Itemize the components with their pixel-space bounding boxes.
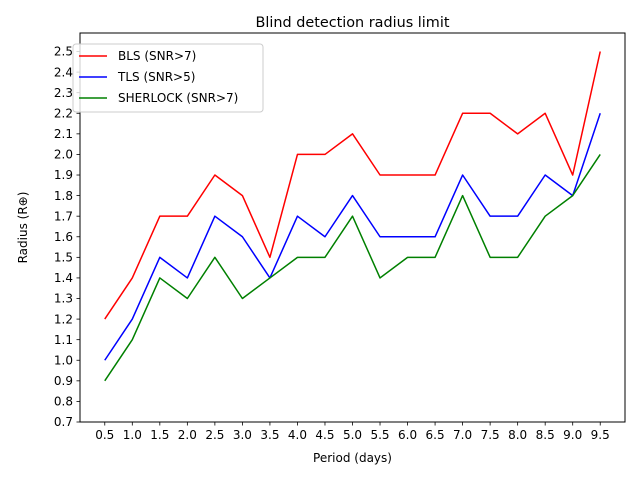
x-axis-label: Period (days) <box>313 451 392 465</box>
series-layer <box>104 51 601 382</box>
y-axis: 0.7 0.8 0.9 1.0 1.1 1.2 1.3 1.4 1.5 1.6 1.7 1.8 1.9 2… <box>54 45 80 429</box>
y-tick-label: 2.1 <box>54 127 73 141</box>
x-tick-label: 9.0 <box>563 428 582 442</box>
series-line-bls-snr-7 <box>104 51 601 320</box>
series-line-tls-snr-5 <box>104 113 601 361</box>
x-tick-label: 6.5 <box>426 428 445 442</box>
x-tick-label: 8.5 <box>536 428 555 442</box>
y-tick-label: 1.5 <box>54 251 73 265</box>
y-tick-label: 1.0 <box>54 353 73 367</box>
y-tick-label: 0.8 <box>54 395 73 409</box>
x-tick-label: 5.5 <box>370 428 389 442</box>
x-tick-label: 0.5 <box>95 428 114 442</box>
y-tick-label: 0.9 <box>54 374 73 388</box>
x-tick-label: 7.5 <box>481 428 500 442</box>
x-tick-label: 8.0 <box>508 428 527 442</box>
legend-label: SHERLOCK (SNR>7) <box>118 91 238 105</box>
x-tick-label: 4.5 <box>315 428 334 442</box>
x-tick-label: 2.0 <box>178 428 197 442</box>
y-tick-label: 0.7 <box>54 415 73 429</box>
x-tick-label: 1.0 <box>123 428 142 442</box>
x-tick-label: 2.5 <box>205 428 224 442</box>
x-axis: 0.5 1.0 1.5 2.0 2.5 3.0 3.5 4.0 4.5 5.0 5.5 6.0 6.5 7… <box>95 422 610 442</box>
legend: BLS (SNR>7) TLS (SNR>5) SHERLOCK (SNR>7) <box>72 43 264 113</box>
y-tick-label: 1.7 <box>54 209 73 223</box>
y-tick-label: 1.3 <box>54 292 73 306</box>
x-tick-label: 7.0 <box>453 428 472 442</box>
x-tick-label: 9.5 <box>591 428 610 442</box>
y-axis-label: Radius (R⊕) <box>16 192 30 264</box>
y-tick-label: 2.4 <box>54 65 73 79</box>
legend-label: BLS (SNR>7) <box>118 49 196 63</box>
x-tick-label: 6.0 <box>398 428 417 442</box>
chart-title: Blind detection radius limit <box>256 15 450 31</box>
legend-box <box>72 43 264 113</box>
y-tick-label: 1.4 <box>54 271 73 285</box>
x-tick-label: 3.5 <box>260 428 279 442</box>
y-tick-label: 2.3 <box>54 86 73 100</box>
x-tick-label: 4.0 <box>288 428 307 442</box>
y-tick-label: 1.9 <box>54 168 73 182</box>
y-tick-label: 1.6 <box>54 230 73 244</box>
series-line-sherlock-snr-7 <box>104 154 601 382</box>
legend-label: TLS (SNR>5) <box>117 70 195 84</box>
y-tick-label: 1.2 <box>54 312 73 326</box>
x-tick-label: 5.0 <box>343 428 362 442</box>
y-tick-label: 2.0 <box>54 148 73 162</box>
x-tick-label: 3.0 <box>233 428 252 442</box>
y-tick-label: 2.5 <box>54 45 73 59</box>
y-tick-label: 1.8 <box>54 189 73 203</box>
x-tick-label: 1.5 <box>150 428 169 442</box>
y-tick-label: 2.2 <box>54 106 73 120</box>
y-tick-label: 1.1 <box>54 333 73 347</box>
